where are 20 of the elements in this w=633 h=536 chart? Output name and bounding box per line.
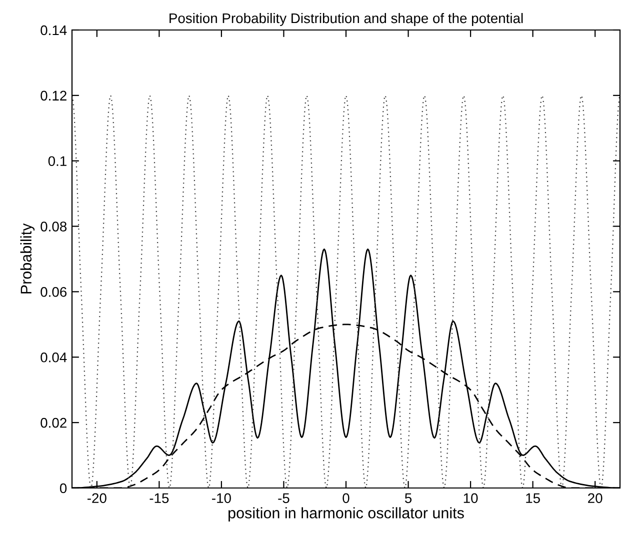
x-tick-label: 15 [526, 493, 540, 504]
y-tick-label: 0.14 [40, 25, 67, 36]
x-axis-title: position in harmonic oscillator units [228, 507, 464, 522]
x-tick-label: 10 [464, 493, 478, 504]
y-tick-label: 0.08 [40, 222, 67, 232]
x-tick-label: -15 [150, 493, 169, 504]
x-tick-label: -5 [278, 493, 290, 504]
y-tick-label: 0.1 [48, 156, 66, 166]
x-tick-label: -20 [87, 493, 106, 504]
x-tick-label: 0 [342, 493, 350, 504]
y-tick-label: 0 [60, 483, 67, 494]
y-tick-label: 0.12 [40, 90, 66, 101]
y-axis-title: Probability [20, 223, 35, 294]
x-tick-label: -10 [212, 493, 231, 504]
y-tick-label: 0.04 [40, 352, 67, 362]
y-tick-label: 0.06 [40, 287, 67, 297]
y-tick-label: 0.02 [40, 418, 66, 428]
x-tick-label: 20 [588, 493, 602, 504]
x-tick-label: 5 [404, 493, 412, 504]
chart-title: Position Probability Distribution and shape of the potential [170, 12, 523, 26]
